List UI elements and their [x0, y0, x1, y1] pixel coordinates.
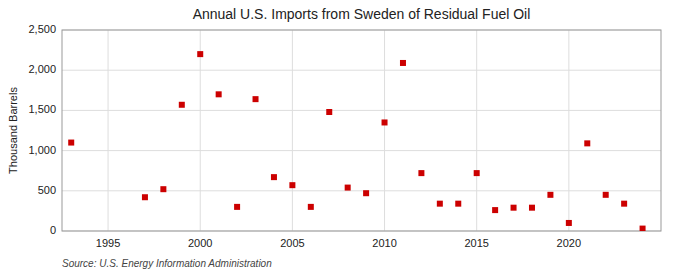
point: [216, 91, 222, 97]
point: [584, 140, 590, 146]
y-tick-label: 0: [50, 224, 56, 236]
x-tick-label: 2020: [557, 237, 581, 249]
point: [566, 220, 572, 226]
point: [197, 51, 203, 57]
point: [363, 190, 369, 196]
x-grid-line: [384, 30, 385, 231]
x-grid-line: [200, 30, 201, 231]
x-tick-label: 2000: [188, 237, 212, 249]
y-tick-label: 1,500: [28, 103, 56, 115]
point: [179, 102, 185, 108]
point: [271, 174, 277, 180]
point: [474, 170, 480, 176]
grid: [62, 30, 661, 231]
y-tick-label: 500: [38, 184, 56, 196]
y-tick-label: 2,500: [28, 23, 56, 35]
title: Annual U.S. Imports from Sweden of Resid…: [193, 6, 531, 22]
point: [142, 194, 148, 200]
x-tick-label: 2005: [280, 237, 304, 249]
source-note: Source: U.S. Energy Information Administ…: [62, 258, 272, 269]
point: [253, 96, 259, 102]
point: [603, 192, 609, 198]
x-tick-label: 1995: [96, 237, 120, 249]
point: [547, 192, 553, 198]
x-grid-line: [108, 30, 109, 231]
point: [289, 182, 295, 188]
point: [418, 170, 424, 176]
chart: 0 500 1,000 1,500 2,000 2,500 1995 2000 2005 2010…: [0, 0, 675, 275]
point: [234, 204, 240, 210]
point: [326, 109, 332, 115]
y-axis-label: Thousand Barrels: [7, 87, 19, 174]
plot-frame: [62, 30, 661, 231]
point: [640, 226, 646, 231]
point: [511, 205, 517, 211]
y-grid-line: [62, 150, 661, 151]
points: [68, 51, 645, 231]
point: [455, 201, 461, 207]
point: [345, 185, 351, 191]
x-tick-label: 2015: [464, 237, 488, 249]
point: [400, 60, 406, 66]
y-grid-line: [62, 190, 661, 191]
x-grid-line: [292, 30, 293, 231]
point: [160, 186, 166, 192]
y-grid-line: [62, 110, 661, 111]
chart-container: 0 500 1,000 1,500 2,000 2,500 1995 2000 2005 2010…: [0, 0, 675, 275]
point: [382, 119, 388, 125]
point: [621, 201, 627, 207]
point: [529, 205, 535, 211]
y-grid-line: [62, 70, 661, 71]
point: [492, 207, 498, 213]
point: [68, 140, 74, 146]
point: [437, 201, 443, 207]
point: [308, 204, 314, 210]
x-grid-line: [476, 30, 477, 231]
y-tick-label: 1,000: [28, 144, 56, 156]
y-tick-label: 2,000: [28, 63, 56, 75]
x-tick-label: 2010: [372, 237, 396, 249]
x-grid-line: [568, 30, 569, 231]
